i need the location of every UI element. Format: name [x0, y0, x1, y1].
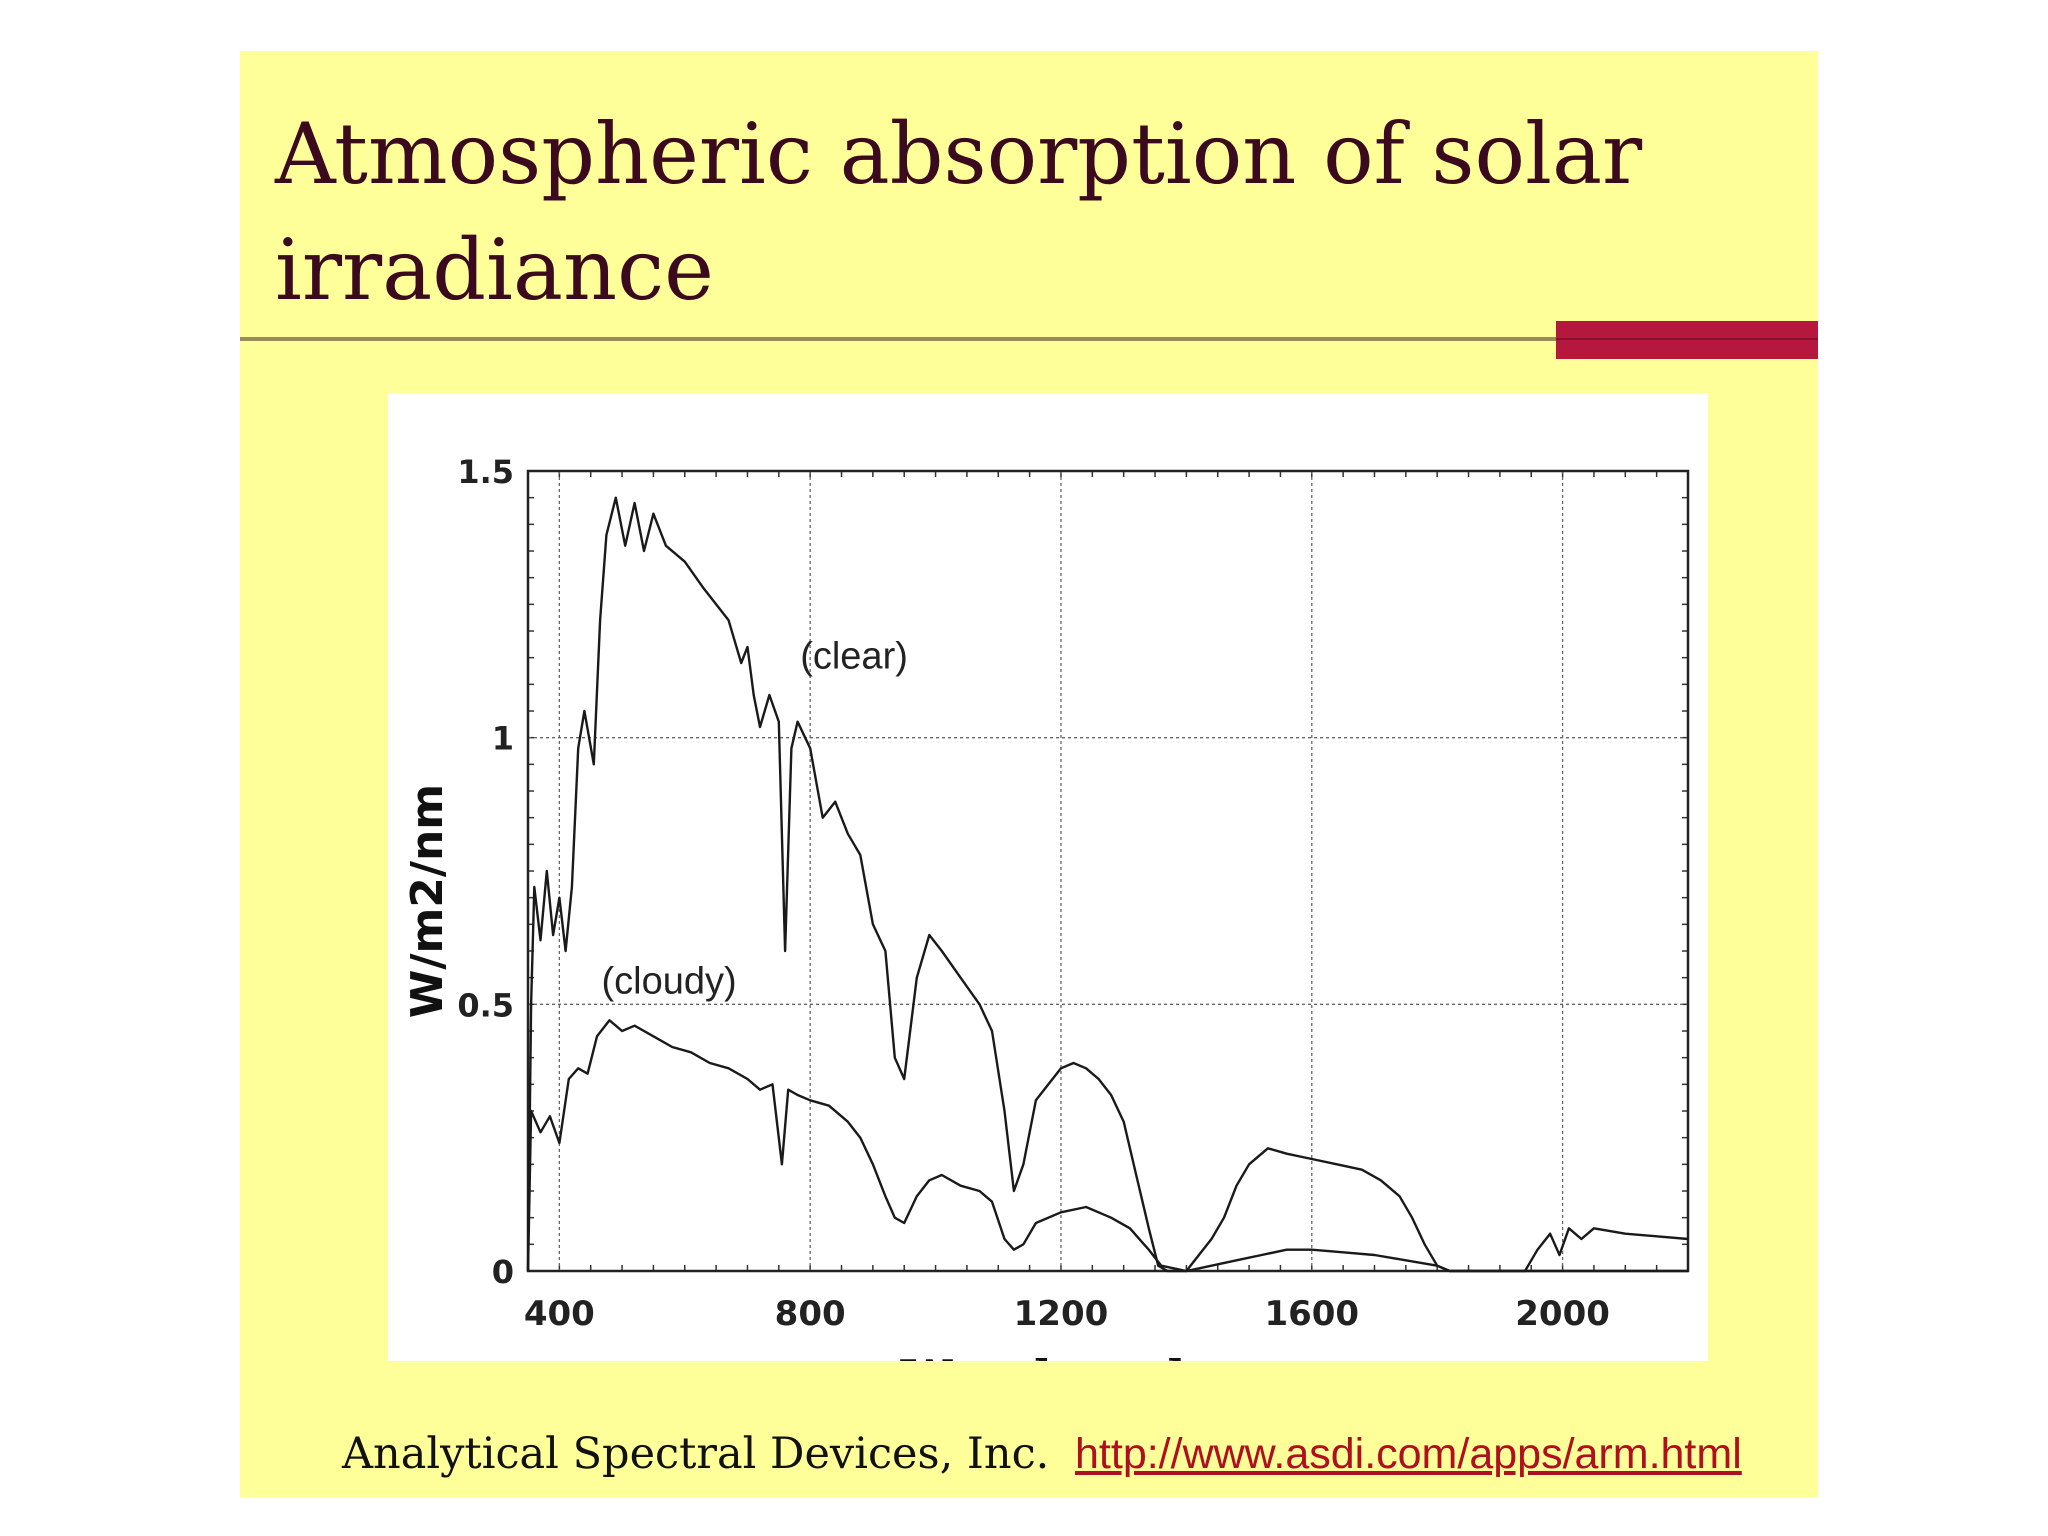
- y-tick-label: 1.5: [457, 453, 514, 491]
- irradiance-chart: 400 800 1200 1600 2000 0 0.5 1 1.5 (clear) (cloudy…: [402, 453, 1690, 1361]
- x-tick-label: 1200: [1014, 1294, 1109, 1334]
- plot-frame: [526, 469, 1690, 1273]
- y-tick-label: 1: [492, 720, 514, 758]
- accent-bar-line: [1556, 338, 1818, 340]
- x-tick-label: 800: [775, 1294, 846, 1334]
- annotation-cloudy: (cloudy): [602, 961, 737, 1003]
- x-axis-label: Wavelength, nm: [900, 1350, 1316, 1361]
- title-divider: [240, 337, 1556, 341]
- slide: Atmospheric absorption of solar irradian…: [240, 51, 1818, 1497]
- x-tick-label: 400: [524, 1294, 595, 1334]
- accent-bar: [1556, 321, 1818, 359]
- y-axis-label: W/m2/nm: [402, 784, 453, 1018]
- footer-link[interactable]: http://www.asdi.com/apps/arm.html: [1075, 1430, 1742, 1478]
- footer-credit: Analytical Spectral Devices, Inc.: [342, 1429, 1050, 1479]
- series-cloudy-line: [526, 1019, 1688, 1273]
- footer: Analytical Spectral Devices, Inc. http:/…: [342, 1426, 1742, 1482]
- series-clear-line: [526, 496, 1689, 1273]
- y-tick-label: 0.5: [457, 986, 514, 1024]
- y-tick-label: 0: [492, 1253, 514, 1291]
- chart-panel: 400 800 1200 1600 2000 0 0.5 1 1.5 (clear) (cloudy…: [388, 393, 1708, 1361]
- slide-title: Atmospheric absorption of solar irradian…: [275, 105, 1643, 319]
- x-tick-label: 1600: [1264, 1294, 1359, 1334]
- annotation-clear: (clear): [800, 635, 908, 677]
- x-tick-label: 2000: [1515, 1294, 1610, 1334]
